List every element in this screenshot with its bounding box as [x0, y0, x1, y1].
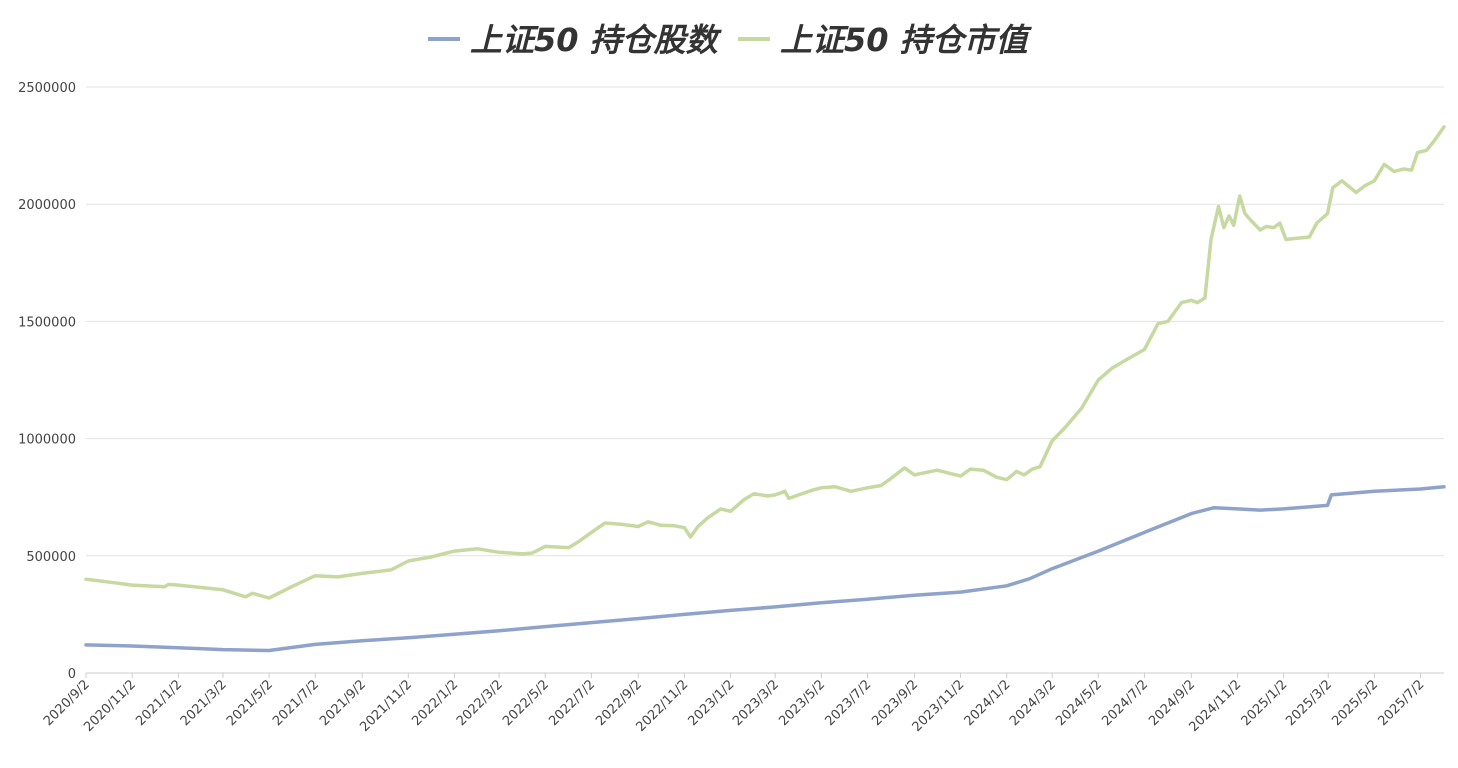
- x-tick-label: 2024/5/2: [1053, 677, 1105, 729]
- x-tick-label: 2025/7/2: [1375, 677, 1427, 729]
- y-tick-label: 0: [68, 667, 76, 682]
- y-axis: 0 500000 1000000 1500000 2000000 2500000: [18, 81, 76, 682]
- x-tick-label: 2021/7/2: [270, 677, 322, 729]
- x-tick-label: 2025/3/2: [1283, 677, 1335, 729]
- x-tick-label: 2022/5/2: [500, 677, 552, 729]
- y-tick-label: 2000000: [18, 198, 76, 213]
- x-tick-label: 2023/5/2: [776, 677, 828, 729]
- x-tick-label: 2021/5/2: [224, 677, 276, 729]
- y-tick-label: 500000: [26, 550, 76, 565]
- series-line-shares: [84, 484, 1446, 653]
- grid: [86, 86, 1444, 674]
- x-tick-label: 2025/5/2: [1329, 677, 1381, 729]
- x-tick-label: 2021/1/2: [133, 677, 185, 729]
- x-tick-label: 2022/3/2: [454, 677, 506, 729]
- x-tick-label: 2023/7/2: [822, 677, 874, 729]
- x-tick-label: 2022/1/2: [409, 677, 461, 729]
- y-tick-label: 1500000: [18, 315, 76, 330]
- x-tick-label: 2021/3/2: [178, 677, 230, 729]
- y-tick-label: 1000000: [18, 433, 76, 448]
- x-tick-label: 2024/1/2: [962, 677, 1014, 729]
- x-tick-label: 2025/1/2: [1239, 677, 1291, 729]
- x-tick-label: 2023/1/2: [686, 677, 738, 729]
- legend-label-value: 上证50 持仓市值: [780, 21, 1033, 59]
- legend: 上证50 持仓股数 上证50 持仓市值: [428, 21, 1033, 59]
- x-axis: 2020/9/22020/11/22021/1/22021/3/22021/5/…: [41, 673, 1427, 735]
- legend-label-shares: 上证50 持仓股数: [470, 21, 723, 59]
- y-tick-label: 2500000: [18, 81, 76, 96]
- series-group: [84, 125, 1446, 653]
- series-line-value: [84, 125, 1446, 600]
- x-tick-label: 2022/7/2: [546, 677, 598, 729]
- x-tick-label: 2023/3/2: [730, 677, 782, 729]
- x-tick-label: 2024/3/2: [1007, 677, 1059, 729]
- x-tick-label: 2024/7/2: [1099, 677, 1151, 729]
